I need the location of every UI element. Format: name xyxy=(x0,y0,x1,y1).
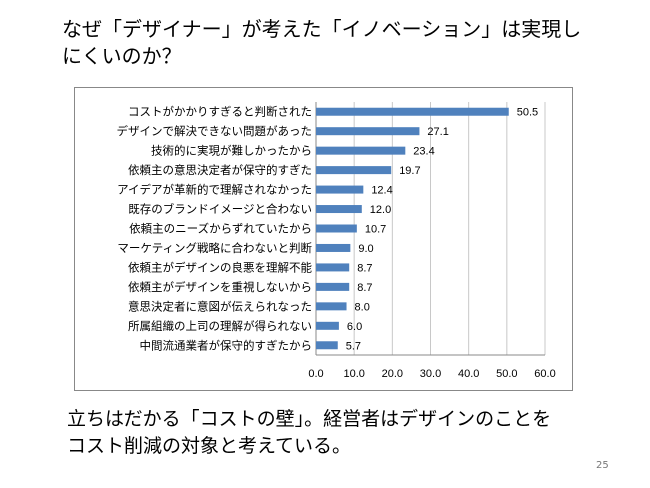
value-label: 8.7 xyxy=(357,282,372,294)
category-label: 依頼主のニーズからずれていたから xyxy=(129,222,312,236)
value-label: 50.5 xyxy=(517,107,538,119)
bar xyxy=(316,205,362,214)
category-label: 依頼主の意思決定者が保守的すぎた xyxy=(128,163,312,177)
value-label: 8.7 xyxy=(357,262,372,274)
bar xyxy=(316,341,338,350)
bar xyxy=(316,166,392,175)
category-label: 依頼主がデザインを重視しないから xyxy=(128,280,312,294)
value-label: 23.4 xyxy=(413,146,434,158)
category-label: 技術的に実現が難しかったから xyxy=(151,144,312,158)
category-label: 中間流通業者が保守的すぎたから xyxy=(140,338,313,352)
category-label: 所属組織の上司の理解が得られない xyxy=(128,319,312,333)
gridlines xyxy=(315,102,546,356)
value-labels: 50.5 27.1 23.4 19.7 12.4 12.0 10.7 9.0 8.7 8.7 8.0… xyxy=(346,107,538,353)
value-label: 12.4 xyxy=(371,185,392,197)
bar xyxy=(316,263,350,272)
category-label: 依頼主がデザインの良悪を理解不能 xyxy=(128,260,312,274)
category-label: 意思決定者に意図が伝えられなった xyxy=(128,299,312,313)
category-label: コストがかかりすぎると判断された xyxy=(128,105,312,119)
category-label: 既存のブランドイメージと合わない xyxy=(128,202,312,216)
slide-caption: 立ちはだかる「コストの壁」。経営者はデザインのことを コスト削減の対象と考えてい… xyxy=(67,406,627,460)
chart-frame xyxy=(74,87,573,391)
x-tick-label: 0.0 xyxy=(308,368,323,380)
value-label: 10.7 xyxy=(365,224,386,236)
bar xyxy=(316,127,420,136)
value-label: 19.7 xyxy=(399,165,420,177)
x-tick-label: 50.0 xyxy=(496,368,517,380)
slide-title: なぜ「デザイナー」が考えた「イノベーション」は実現し にくいのか？ xyxy=(62,16,622,70)
bar xyxy=(316,146,406,155)
slide-caption-line-2: コスト削減の対象と考えている。 xyxy=(67,435,352,457)
bar xyxy=(316,224,357,233)
value-label: 27.1 xyxy=(427,126,448,138)
value-label: 5.7 xyxy=(346,340,361,352)
slide-title-line-1: なぜ「デザイナー」が考えた「イノベーション」は実現し xyxy=(62,17,582,41)
bar xyxy=(316,243,351,252)
x-tick-label: 30.0 xyxy=(420,368,441,380)
bar xyxy=(316,185,364,194)
slide-caption-line-1: 立ちはだかる「コストの壁」。経営者はデザインのことを xyxy=(67,408,552,430)
value-label: 8.0 xyxy=(355,301,370,313)
bar xyxy=(316,321,339,330)
value-label: 6.0 xyxy=(347,321,362,333)
page-number: 25 xyxy=(596,460,609,471)
x-tick-label: 40.0 xyxy=(458,368,479,380)
bars xyxy=(316,107,509,350)
category-label: アイデアが革新的で理解されなかった xyxy=(117,183,312,197)
value-label: 9.0 xyxy=(358,243,373,255)
x-tick-label: 60.0 xyxy=(534,368,555,380)
value-label: 12.0 xyxy=(370,204,391,216)
category-label: マーケティング戦略に合わないと判断 xyxy=(117,241,312,255)
bar xyxy=(316,107,509,116)
category-labels: コストがかかりすぎると判断されたデザインで解決できない問題があった技術的に実現が… xyxy=(117,105,313,353)
x-tick-label: 10.0 xyxy=(343,368,364,380)
slide-title-line-2: にくいのか？ xyxy=(62,44,182,68)
x-tick-labels: 0.0 10.0 20.0 30.0 40.0 50.0 60.0 xyxy=(308,368,555,380)
category-label: デザインで解決できない問題があった xyxy=(117,124,313,138)
bar xyxy=(316,282,350,291)
bar xyxy=(316,302,347,311)
x-tick-label: 20.0 xyxy=(382,368,403,380)
